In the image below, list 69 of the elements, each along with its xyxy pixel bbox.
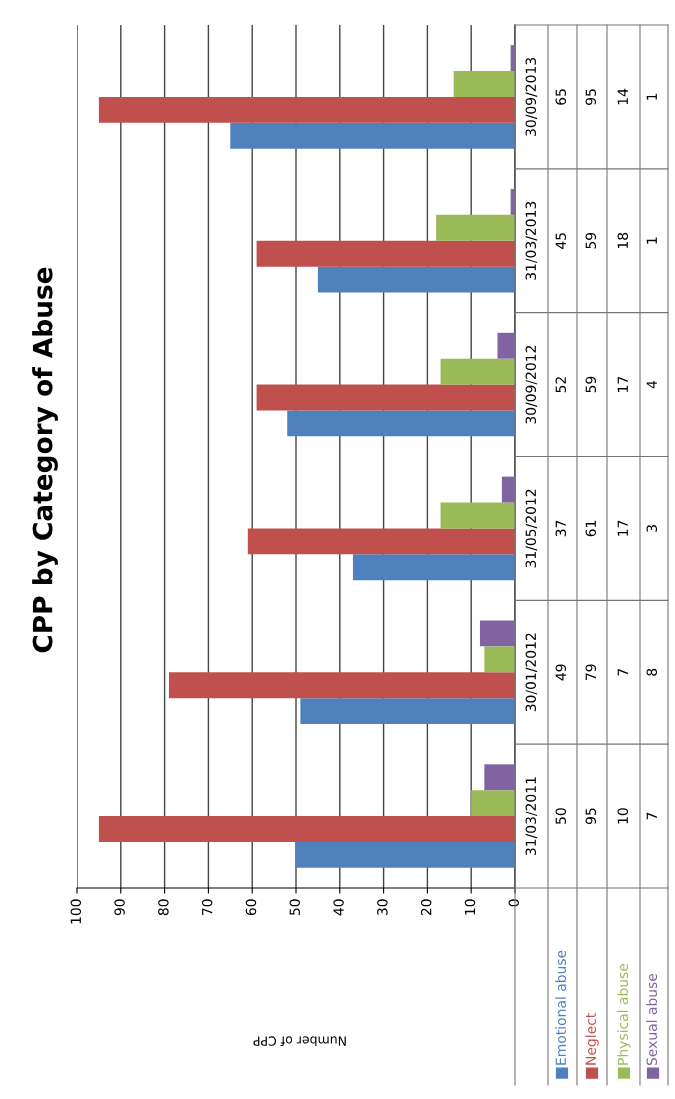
text: Sexual abuse bbox=[646, 973, 658, 1066]
bar bbox=[497, 332, 515, 359]
bar bbox=[479, 620, 515, 647]
x-tick-label: 10 bbox=[464, 899, 476, 915]
bar bbox=[471, 790, 515, 817]
bar bbox=[317, 266, 515, 293]
data-label: 8 bbox=[646, 668, 658, 676]
y-tick-label: 30/01/2012 bbox=[525, 633, 538, 712]
x-tick-label: 80 bbox=[158, 899, 169, 916]
x-tick-label: 40 bbox=[333, 899, 344, 916]
data-label: 1 bbox=[646, 93, 657, 100]
data-label: 37 bbox=[555, 520, 567, 537]
data-label: 95 bbox=[585, 89, 597, 105]
x-tick-label: 30 bbox=[377, 899, 388, 916]
bar bbox=[247, 528, 515, 555]
x-tick-label: 0 bbox=[508, 899, 520, 907]
bar bbox=[440, 502, 515, 529]
data-label: 14 bbox=[617, 88, 628, 105]
data-label: 1 bbox=[646, 237, 657, 244]
text: Emotional abuse bbox=[555, 950, 567, 1065]
bar bbox=[453, 71, 515, 97]
bar bbox=[501, 476, 515, 503]
bar bbox=[296, 841, 515, 868]
y-tick-label: 30/09/2012 bbox=[525, 345, 538, 424]
bar bbox=[98, 816, 515, 842]
x-tick-label: 100 bbox=[70, 899, 82, 924]
data-label: 61 bbox=[585, 520, 597, 537]
x-tick-label: 60 bbox=[245, 899, 257, 916]
text: CPP by Category of Abuse bbox=[32, 267, 58, 653]
data-label: 59 bbox=[585, 376, 597, 393]
data-label: 17 bbox=[617, 520, 628, 536]
bar bbox=[287, 410, 515, 437]
data-label: 49 bbox=[555, 664, 567, 681]
bar bbox=[230, 122, 515, 149]
bar bbox=[168, 672, 515, 699]
bar bbox=[256, 384, 515, 411]
bar bbox=[484, 764, 515, 791]
bar bbox=[484, 646, 515, 673]
data-label: 18 bbox=[617, 232, 629, 249]
bar bbox=[436, 214, 515, 241]
bar bbox=[300, 698, 515, 725]
text: Neglect bbox=[585, 1013, 599, 1065]
bar bbox=[352, 554, 515, 581]
data-label: 52 bbox=[555, 377, 567, 393]
data-label: 50 bbox=[555, 808, 567, 824]
x-tick-label: 50 bbox=[289, 899, 301, 916]
y-tick-label: 31/03/2011 bbox=[525, 777, 538, 856]
data-label: 45 bbox=[555, 233, 567, 249]
data-label: 95 bbox=[585, 808, 597, 825]
y-tick-label: 31/05/2012 bbox=[525, 489, 538, 568]
data-label: 3 bbox=[646, 525, 658, 532]
bar bbox=[98, 96, 515, 123]
data-label: 10 bbox=[617, 808, 629, 824]
bar bbox=[440, 358, 515, 385]
x-tick-label: 90 bbox=[114, 899, 125, 916]
x-tick-label: 20 bbox=[420, 899, 432, 916]
x-tick-label: 70 bbox=[201, 899, 213, 915]
data-label: 59 bbox=[585, 232, 597, 249]
y-tick-label: 30/09/2013 bbox=[525, 58, 538, 136]
data-label: 7 bbox=[617, 669, 628, 676]
data-label: 65 bbox=[555, 89, 567, 105]
text: Physical abuse bbox=[617, 963, 631, 1065]
data-label: 7 bbox=[646, 812, 657, 820]
y-tick-label: 31/03/2013 bbox=[525, 201, 538, 280]
data-label: 79 bbox=[585, 664, 597, 680]
data-label: 4 bbox=[646, 380, 657, 389]
text: Number of CPP bbox=[253, 1036, 346, 1047]
data-label: 17 bbox=[617, 376, 628, 392]
bar bbox=[256, 240, 515, 267]
